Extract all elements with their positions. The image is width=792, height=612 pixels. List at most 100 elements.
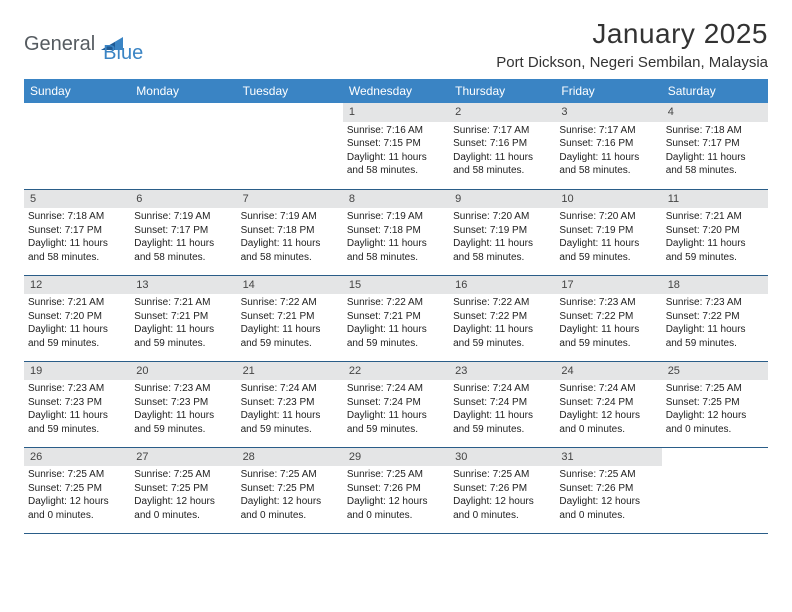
sunset-line: Sunset: 7:17 PM (666, 137, 764, 151)
calendar-day-cell: . (237, 103, 343, 189)
sunrise-line: Sunrise: 7:25 AM (666, 382, 764, 396)
daylight-line: Daylight: 11 hours and 59 minutes. (241, 323, 339, 350)
sunset-line: Sunset: 7:18 PM (241, 224, 339, 238)
day-number: 18 (662, 276, 768, 295)
sunrise-line: Sunrise: 7:24 AM (559, 382, 657, 396)
day-number: 11 (662, 190, 768, 209)
location-text: Port Dickson, Negeri Sembilan, Malaysia (496, 54, 768, 71)
sunrise-line: Sunrise: 7:25 AM (241, 468, 339, 482)
day-number: 26 (24, 448, 130, 467)
daylight-line: Daylight: 11 hours and 59 minutes. (347, 323, 445, 350)
day-number: 14 (237, 276, 343, 295)
sunset-line: Sunset: 7:16 PM (453, 137, 551, 151)
calendar-week-row: 19Sunrise: 7:23 AMSunset: 7:23 PMDayligh… (24, 361, 768, 447)
sunset-line: Sunset: 7:19 PM (559, 224, 657, 238)
daylight-line: Daylight: 11 hours and 59 minutes. (666, 237, 764, 264)
title-block: January 2025 Port Dickson, Negeri Sembil… (496, 18, 768, 71)
daylight-line: Daylight: 11 hours and 58 minutes. (241, 237, 339, 264)
calendar-day-cell: 27Sunrise: 7:25 AMSunset: 7:25 PMDayligh… (130, 447, 236, 533)
calendar-day-cell: 12Sunrise: 7:21 AMSunset: 7:20 PMDayligh… (24, 275, 130, 361)
sunrise-line: Sunrise: 7:17 AM (453, 124, 551, 138)
sunset-line: Sunset: 7:21 PM (347, 310, 445, 324)
sunrise-line: Sunrise: 7:19 AM (134, 210, 232, 224)
day-number: 13 (130, 276, 236, 295)
sunrise-line: Sunrise: 7:22 AM (453, 296, 551, 310)
daylight-line: Daylight: 11 hours and 59 minutes. (347, 409, 445, 436)
sunrise-line: Sunrise: 7:25 AM (134, 468, 232, 482)
brand-text-blue: Blue (103, 24, 143, 65)
day-number: 31 (555, 448, 661, 467)
daylight-line: Daylight: 12 hours and 0 minutes. (453, 495, 551, 522)
sunrise-line: Sunrise: 7:25 AM (453, 468, 551, 482)
calendar-week-row: ...1Sunrise: 7:16 AMSunset: 7:15 PMDayli… (24, 103, 768, 189)
month-title: January 2025 (496, 18, 768, 50)
daylight-line: Daylight: 11 hours and 58 minutes. (453, 237, 551, 264)
daylight-line: Daylight: 11 hours and 59 minutes. (241, 409, 339, 436)
day-number: 30 (449, 448, 555, 467)
calendar-day-cell: 16Sunrise: 7:22 AMSunset: 7:22 PMDayligh… (449, 275, 555, 361)
weekday-header: Tuesday (237, 79, 343, 103)
sunset-line: Sunset: 7:19 PM (453, 224, 551, 238)
sunrise-line: Sunrise: 7:22 AM (241, 296, 339, 310)
sunset-line: Sunset: 7:16 PM (559, 137, 657, 151)
sunset-line: Sunset: 7:26 PM (453, 482, 551, 496)
calendar-day-cell: . (662, 447, 768, 533)
calendar-table: SundayMondayTuesdayWednesdayThursdayFrid… (24, 79, 768, 534)
daylight-line: Daylight: 12 hours and 0 minutes. (28, 495, 126, 522)
sunrise-line: Sunrise: 7:23 AM (666, 296, 764, 310)
day-number: 5 (24, 190, 130, 209)
calendar-day-cell: 11Sunrise: 7:21 AMSunset: 7:20 PMDayligh… (662, 189, 768, 275)
sunrise-line: Sunrise: 7:16 AM (347, 124, 445, 138)
sunset-line: Sunset: 7:18 PM (347, 224, 445, 238)
sunset-line: Sunset: 7:26 PM (559, 482, 657, 496)
day-number: 16 (449, 276, 555, 295)
sunrise-line: Sunrise: 7:25 AM (347, 468, 445, 482)
sunrise-line: Sunrise: 7:25 AM (559, 468, 657, 482)
sunrise-line: Sunrise: 7:23 AM (28, 382, 126, 396)
calendar-day-cell: 15Sunrise: 7:22 AMSunset: 7:21 PMDayligh… (343, 275, 449, 361)
sunrise-line: Sunrise: 7:20 AM (453, 210, 551, 224)
sunrise-line: Sunrise: 7:20 AM (559, 210, 657, 224)
daylight-line: Daylight: 11 hours and 58 minutes. (666, 151, 764, 178)
sunrise-line: Sunrise: 7:17 AM (559, 124, 657, 138)
weekday-header: Monday (130, 79, 236, 103)
calendar-day-cell: 6Sunrise: 7:19 AMSunset: 7:17 PMDaylight… (130, 189, 236, 275)
sunrise-line: Sunrise: 7:24 AM (453, 382, 551, 396)
sunrise-line: Sunrise: 7:23 AM (134, 382, 232, 396)
day-number: 28 (237, 448, 343, 467)
calendar-day-cell: 23Sunrise: 7:24 AMSunset: 7:24 PMDayligh… (449, 361, 555, 447)
day-number: 22 (343, 362, 449, 381)
sunrise-line: Sunrise: 7:19 AM (347, 210, 445, 224)
day-number: 7 (237, 190, 343, 209)
day-number: 25 (662, 362, 768, 381)
daylight-line: Daylight: 11 hours and 59 minutes. (559, 237, 657, 264)
sunset-line: Sunset: 7:23 PM (28, 396, 126, 410)
daylight-line: Daylight: 11 hours and 59 minutes. (666, 323, 764, 350)
day-number: 27 (130, 448, 236, 467)
day-number: 24 (555, 362, 661, 381)
sunset-line: Sunset: 7:25 PM (134, 482, 232, 496)
sunset-line: Sunset: 7:20 PM (28, 310, 126, 324)
brand-logo: General Blue (24, 18, 143, 65)
sunrise-line: Sunrise: 7:19 AM (241, 210, 339, 224)
daylight-line: Daylight: 11 hours and 58 minutes. (559, 151, 657, 178)
sunset-line: Sunset: 7:15 PM (347, 137, 445, 151)
day-number: 3 (555, 103, 661, 122)
weekday-header: Friday (555, 79, 661, 103)
sunrise-line: Sunrise: 7:21 AM (134, 296, 232, 310)
weekday-header: Wednesday (343, 79, 449, 103)
calendar-day-cell: . (130, 103, 236, 189)
daylight-line: Daylight: 12 hours and 0 minutes. (559, 409, 657, 436)
sunset-line: Sunset: 7:23 PM (241, 396, 339, 410)
daylight-line: Daylight: 11 hours and 58 minutes. (28, 237, 126, 264)
weekday-header: Thursday (449, 79, 555, 103)
sunset-line: Sunset: 7:22 PM (666, 310, 764, 324)
calendar-day-cell: 21Sunrise: 7:24 AMSunset: 7:23 PMDayligh… (237, 361, 343, 447)
sunrise-line: Sunrise: 7:24 AM (347, 382, 445, 396)
calendar-day-cell: 5Sunrise: 7:18 AMSunset: 7:17 PMDaylight… (24, 189, 130, 275)
calendar-day-cell: 20Sunrise: 7:23 AMSunset: 7:23 PMDayligh… (130, 361, 236, 447)
calendar-day-cell: 1Sunrise: 7:16 AMSunset: 7:15 PMDaylight… (343, 103, 449, 189)
calendar-week-row: 26Sunrise: 7:25 AMSunset: 7:25 PMDayligh… (24, 447, 768, 533)
daylight-line: Daylight: 11 hours and 58 minutes. (347, 237, 445, 264)
day-number: 8 (343, 190, 449, 209)
